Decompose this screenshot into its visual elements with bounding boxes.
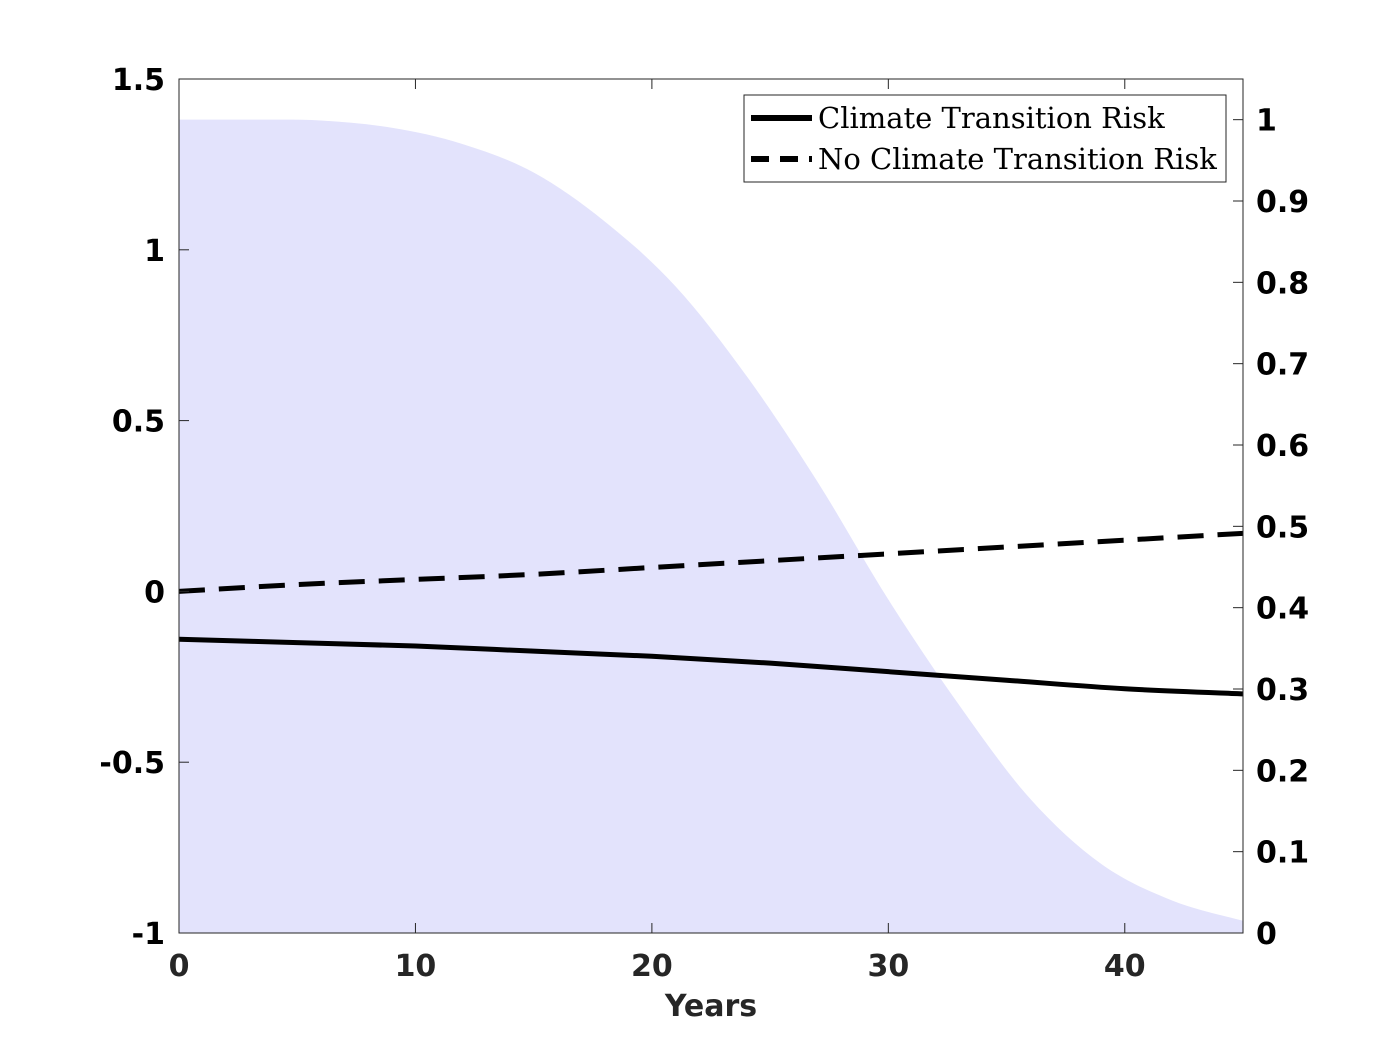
legend-box: [743, 94, 1227, 183]
x-tick-label: 20: [631, 949, 673, 984]
y-tick-label: 0.5: [112, 405, 165, 440]
x-tick-label: 30: [867, 949, 909, 984]
series-line-climate-transition-risk: [178, 636, 1244, 697]
y-tick-label: -0.5: [99, 746, 165, 781]
series-layer: [178, 530, 1244, 697]
y-tick-label: 1: [144, 234, 165, 269]
y2-tick-label: 0.7: [1256, 348, 1309, 383]
y2-tick-label: 0.6: [1256, 429, 1309, 464]
plot-frame: [178, 78, 1244, 934]
y2-tick-label: 0.5: [1256, 510, 1309, 545]
x-tick-label: 0: [169, 949, 190, 984]
y2-tick-label: 0.3: [1256, 673, 1309, 708]
probability-area: [179, 119, 1243, 933]
x-tick-label: 10: [395, 949, 437, 984]
legend-label-no-climate-transition-risk: No Climate Transition Risk: [818, 142, 1217, 176]
x-axis-title: Years: [664, 989, 757, 1024]
legend: Climate Transition Risk No Climate Trans…: [743, 94, 1227, 183]
y-tick-label: 1.5: [112, 63, 165, 98]
y2-tick-label: 0.4: [1256, 592, 1309, 627]
y2-tick-label: 0.8: [1256, 266, 1309, 301]
y-axis-right: 0 0.1 0.2 0.3 0.4 0.5 0.6 0.7 0.8 0.9 1: [1233, 104, 1309, 952]
y2-tick-label: 0.1: [1256, 836, 1309, 871]
y-tick-label: -1: [132, 917, 165, 952]
y2-tick-label: 0: [1256, 917, 1277, 952]
y-tick-label: 0: [144, 575, 165, 610]
y2-tick-label: 1: [1256, 104, 1277, 139]
series-line-no-climate-transition-risk: [178, 530, 1244, 594]
legend-label-climate-transition-risk: Climate Transition Risk: [818, 101, 1165, 135]
y2-tick-label: 0.9: [1256, 185, 1309, 220]
x-axis: 0 10 20 30 40: [169, 79, 1146, 984]
probability-area-layer: [179, 119, 1243, 933]
y2-tick-label: 0.2: [1256, 754, 1309, 789]
y-axis-left: -1 -0.5 0 0.5 1 1.5: [99, 63, 189, 952]
x-tick-label: 40: [1104, 949, 1146, 984]
